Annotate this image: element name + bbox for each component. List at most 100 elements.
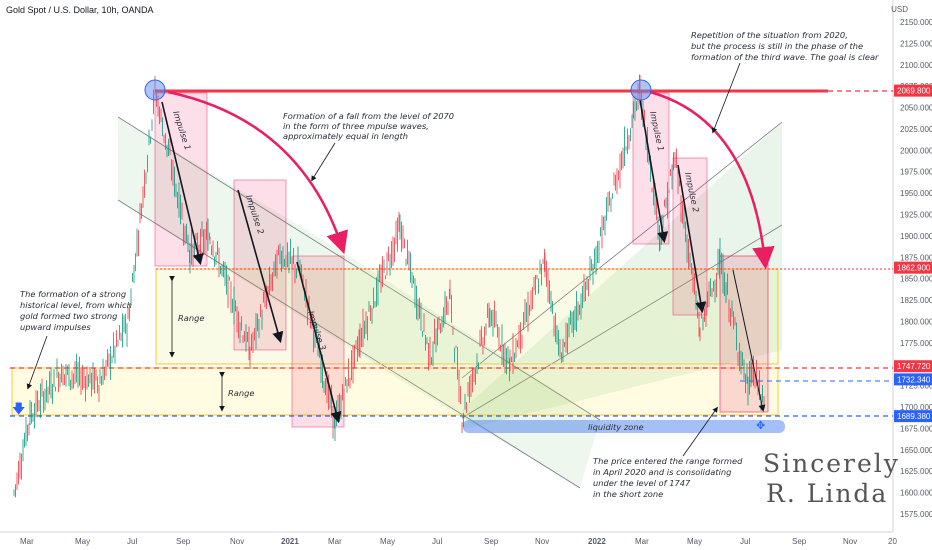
y-tick-label: 1600.000 [900, 489, 932, 498]
price-candles [13, 74, 765, 498]
y-tick-label: 1900.000 [900, 232, 932, 241]
y-tick-label: 1625.000 [900, 467, 932, 476]
peak-circle-1 [144, 79, 166, 101]
x-tick-label: Mar [635, 537, 649, 546]
upper-range-box [155, 268, 779, 365]
curved-arrow-2 [649, 90, 775, 270]
annotation-bottom: The price entered the range formed in Ap… [593, 456, 743, 499]
price-label-text: 1732.340 [897, 375, 931, 384]
y-tick-label: 1925.000 [900, 211, 932, 220]
ascending-channel [462, 122, 782, 430]
channel-line-lower-2 [461, 224, 783, 419]
y-tick-label: 1675.000 [900, 424, 932, 433]
peak-circle-2 [630, 79, 652, 101]
price-label-text: 1689.380 [897, 412, 931, 421]
annotation-line: upward impulses [20, 322, 91, 332]
x-tick-label: 2021 [281, 537, 299, 546]
y-tick-label: 2050.000 [900, 104, 932, 113]
range-label-2: Range [228, 388, 254, 398]
curved-arrow-1 [167, 90, 348, 255]
annotation-pointer-1 [311, 142, 336, 182]
price-label-text: 2069.800 [897, 87, 931, 96]
signature-line-2: R. Linda [766, 479, 888, 508]
price-label-box [894, 360, 932, 373]
annotation-pointer-3 [26, 335, 48, 390]
y-tick-label: 1775.000 [900, 339, 932, 348]
annotation-pointer-2 [711, 62, 741, 134]
impulse-box-6 [719, 255, 769, 413]
x-tick-label: Sep [792, 537, 807, 546]
price-labels: 2069.800 1862.900 1747.720 1732.340 1689.380 [894, 84, 932, 423]
x-tick-label: Jul [432, 537, 442, 546]
annotation-top-center: Formation of a fall from the level of 20… [283, 111, 454, 141]
y-tick-label: 1975.000 [900, 168, 932, 177]
annotation-line: Repetition of the situation from 2020, [691, 30, 848, 40]
signature-line-1: Sincerely [763, 449, 900, 478]
price-label-text: 1747.720 [897, 362, 931, 371]
price-label-box [894, 410, 932, 423]
price-label-box [894, 261, 932, 274]
arrow-down-icon: 🡇 [12, 401, 25, 416]
liquidity-zone-label: liquidity zone [588, 422, 644, 432]
y-axis[interactable]: 1575.000 1600.000 1625.000 1650.000 1675.000… [900, 18, 932, 519]
annotation-top-right: Repetition of the situation from 2020, b… [691, 30, 879, 62]
impulse-arrow-1 [161, 101, 204, 266]
currency-label: USD [891, 5, 908, 14]
liquidity-zone [463, 420, 785, 433]
impulse-arrow-4 [639, 99, 669, 244]
annotation-line: under the level of 1747 [593, 478, 691, 488]
x-tick-label: 2022 [588, 537, 606, 546]
annotation-line: historical level, from which [20, 300, 132, 310]
annotation-line: The formation of a strong [20, 289, 126, 299]
annotation-line: approximately equal in length [283, 131, 408, 141]
impulse-arrow-3 [296, 261, 342, 424]
x-tick-label: Mar [328, 537, 342, 546]
annotation-line: in April 2020 and is consolidating [593, 467, 731, 477]
y-tick-label: 1950.000 [900, 189, 932, 198]
y-tick-label: 2000.000 [900, 146, 932, 155]
x-tick-label: Nov [843, 537, 857, 546]
x-tick-label: Sep [484, 537, 499, 546]
y-tick-label: 2025.000 [900, 125, 932, 134]
x-tick-label: Mar [20, 537, 34, 546]
price-label-box [894, 373, 932, 386]
channel-line-upper-2 [461, 121, 783, 379]
y-tick-label: 1650.000 [900, 446, 932, 455]
annotation-line: gold formed two strong [20, 311, 117, 321]
y-tick-label: 2125.000 [900, 39, 932, 48]
descending-channel [118, 117, 600, 488]
x-tick-label: Sep [176, 537, 191, 546]
y-tick-label: 1800.000 [900, 317, 932, 326]
annotation-line: in the short zone [593, 489, 663, 499]
range-label-1: Range [178, 313, 204, 323]
impulse-arrow-6 [732, 269, 766, 412]
y-tick-label: 1575.000 [900, 510, 932, 519]
annotation-line: Formation of a fall from the level of 20… [283, 111, 454, 121]
y-tick-label: 1725.000 [900, 382, 932, 391]
y-tick-label: 1825.000 [900, 296, 932, 305]
x-tick-label: Jul [127, 537, 137, 546]
y-tick-label: 1875.000 [900, 253, 932, 262]
annotation-line: The price entered the range formed [593, 456, 743, 466]
x-tick-label: May [75, 537, 90, 546]
channel-line-lower [117, 199, 581, 489]
x-tick-label: May [687, 537, 702, 546]
lower-range-box [11, 367, 779, 416]
annotation-line: formation of the third wave. The goal is… [691, 52, 879, 62]
annotation-pointer-4 [682, 406, 718, 457]
y-tick-label: 1850.000 [900, 275, 932, 284]
x-tick-label: Nov [230, 537, 244, 546]
price-label-text: 1862.900 [897, 264, 931, 273]
price-label-box [894, 84, 932, 97]
liquidity-target-icon: ✥ [756, 420, 765, 432]
annotation-left: The formation of a strong historical lev… [20, 289, 132, 332]
x-tick-label: 20 [888, 537, 897, 546]
chart-title: Gold Spot / U.S. Dollar, 10h, OANDA [6, 5, 154, 15]
x-tick-label: May [380, 537, 395, 546]
y-tick-label: 2100.000 [900, 61, 932, 70]
impulse-arrow-5 [677, 164, 707, 314]
annotation-line: but the process is still in the phase of… [691, 41, 863, 51]
impulse-arrow-2 [237, 189, 284, 344]
x-axis[interactable]: Mar May Jul Sep Nov 2021 Mar May Jul Sep Nov 2022 Ma… [20, 537, 897, 546]
x-tick-label: Jul [740, 537, 750, 546]
